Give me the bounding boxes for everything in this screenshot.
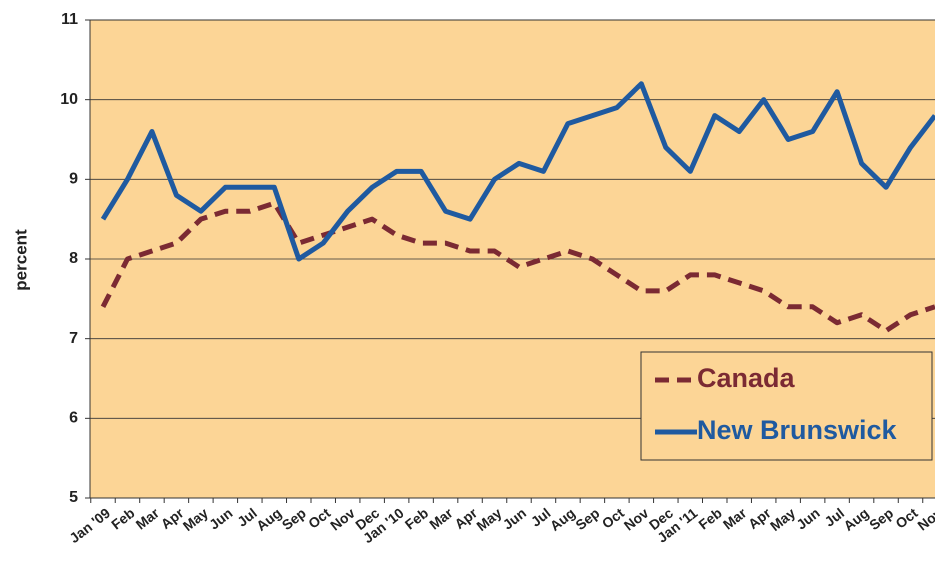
y-tick-label: 5 (69, 489, 78, 506)
x-tick-label: Jan '09 (66, 505, 113, 547)
legend-label: Canada (697, 363, 796, 393)
x-tick-label: Jun (500, 505, 529, 533)
x-tick-label: Nov (914, 505, 935, 534)
series-line (100, 200, 935, 334)
y-axis-label: percent (11, 229, 30, 291)
y-tick-label: 6 (69, 410, 78, 427)
series-line (100, 81, 935, 262)
legend-box (640, 351, 933, 461)
y-tick-label: 7 (69, 330, 78, 347)
y-tick-label: 9 (69, 171, 78, 188)
y-tick-label: 10 (60, 91, 78, 108)
x-tick-label: Jun (206, 505, 235, 533)
legend-label: New Brunswick (697, 415, 898, 445)
y-tick-label: 11 (61, 11, 78, 28)
y-tick-label: 8 (69, 250, 78, 267)
x-tick-label: Jun (793, 505, 822, 533)
